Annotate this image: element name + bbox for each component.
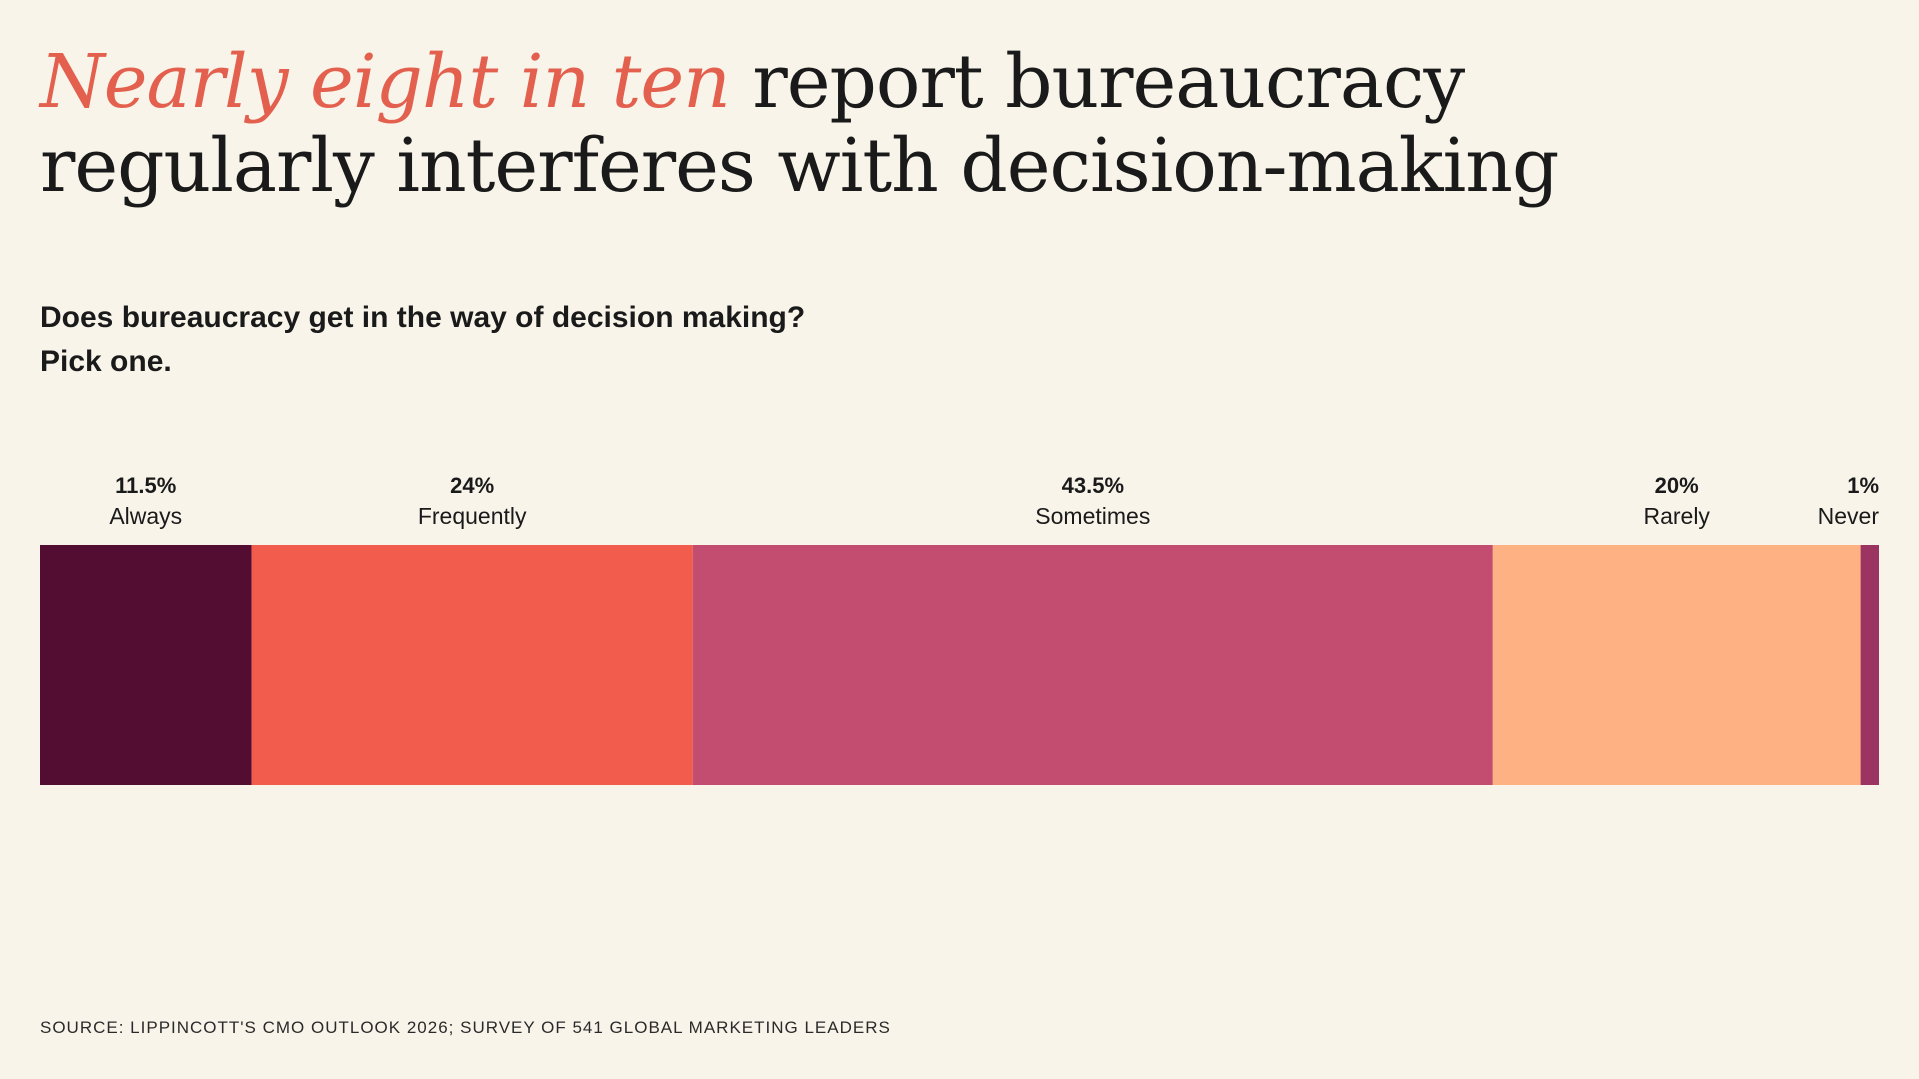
value-label-never: 1% (1847, 473, 1879, 498)
bar-segment-never (1860, 545, 1879, 785)
question-line-2: Pick one. (40, 345, 172, 378)
category-label-sometimes: Sometimes (1035, 503, 1150, 529)
category-label-rarely: Rarely (1643, 503, 1710, 529)
headline: Nearly eight in ten report bureaucracy r… (40, 40, 1640, 208)
headline-rest: report bureaucracy regularly interferes … (40, 39, 1559, 209)
bar-segment-sometimes (692, 545, 1493, 785)
headline-highlight: Nearly eight in ten (40, 39, 731, 125)
value-label-sometimes: 43.5% (1062, 473, 1124, 498)
category-label-always: Always (109, 503, 182, 529)
value-label-rarely: 20% (1655, 473, 1699, 498)
category-label-never: Never (1818, 503, 1880, 529)
value-label-frequently: 24% (450, 473, 494, 498)
bar-segment-rarely (1492, 545, 1861, 785)
survey-question: Does bureaucracy get in the way of decis… (40, 296, 805, 384)
bar-segment-always (40, 545, 252, 785)
value-label-always: 11.5% (115, 473, 176, 498)
question-line-1: Does bureaucracy get in the way of decis… (40, 301, 806, 334)
bar-segment-frequently (251, 545, 693, 785)
source-note: SOURCE: LIPPINCOTT'S CMO OUTLOOK 2026; S… (40, 1018, 891, 1037)
category-label-frequently: Frequently (418, 503, 527, 529)
